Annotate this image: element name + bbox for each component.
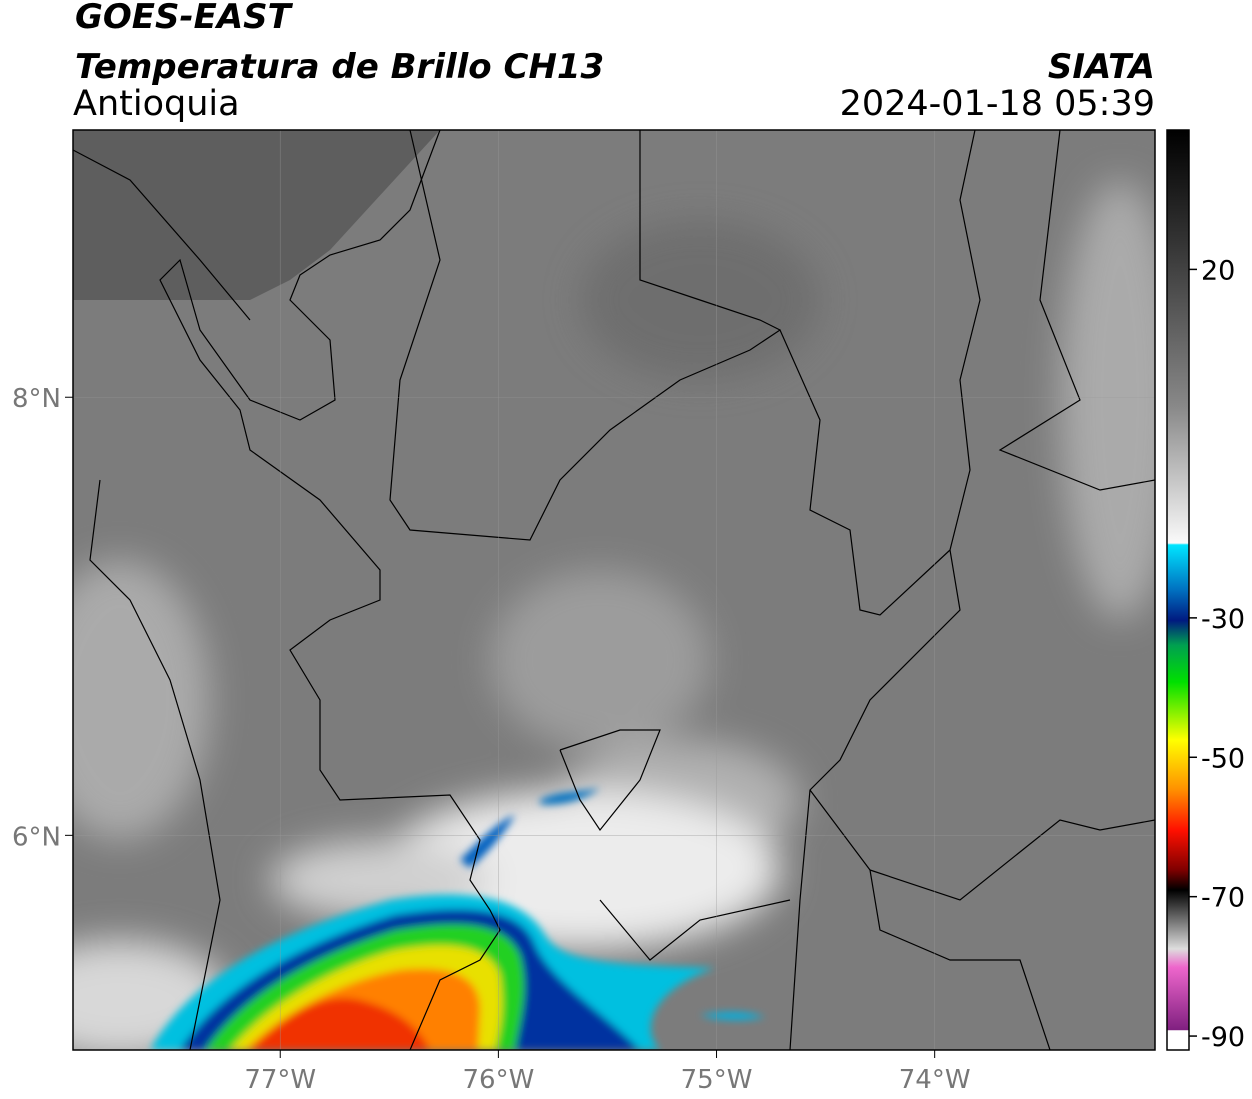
product: Temperatura de Brillo CH13 xyxy=(75,47,604,87)
sea xyxy=(73,130,440,300)
y-tick-label: 6°N xyxy=(12,822,61,852)
cold-cloud-tops xyxy=(150,788,765,1050)
source: SIATA xyxy=(1048,47,1155,87)
map-frame xyxy=(72,129,1156,1051)
satellite: GOES-EAST xyxy=(75,0,294,37)
region: Antioquia xyxy=(73,84,240,124)
colorbar-tick-label: -50 xyxy=(1201,743,1245,774)
x-tick-label: 77°W xyxy=(244,1065,316,1095)
colorbar-tick-label: 20 xyxy=(1201,255,1235,286)
grid xyxy=(73,130,1155,1050)
x-tick-label: 76°W xyxy=(462,1065,534,1095)
borders xyxy=(73,130,1155,1050)
colorbar xyxy=(1166,129,1190,1051)
colorbar-tick-label: -90 xyxy=(1201,1022,1245,1053)
x-tick-label: 74°W xyxy=(899,1065,971,1095)
map-image xyxy=(73,130,1155,1050)
datetime: 2024-01-18 05:39 xyxy=(840,84,1155,124)
x-tick-label: 75°W xyxy=(681,1065,753,1095)
colorbar-tick-label: -70 xyxy=(1201,883,1245,914)
y-tick-label: 8°N xyxy=(12,384,61,414)
colorbar-tick-label: -30 xyxy=(1201,604,1245,635)
